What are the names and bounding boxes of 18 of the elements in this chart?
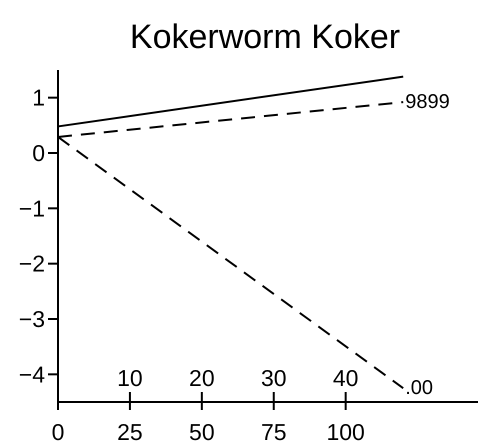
x2-tick-label: 40 <box>332 365 358 391</box>
x-tick-label: 0 <box>52 419 64 445</box>
y-tick-label: 0 <box>32 140 45 166</box>
x-tick-label: 25 <box>117 419 143 445</box>
y-tick-label: −3 <box>18 306 45 332</box>
y-tick-label: −4 <box>18 361 46 388</box>
x2-tick-label: 30 <box>260 365 287 391</box>
chart-title: Kokerworm Koker <box>130 18 400 56</box>
y-tick-label: −1 <box>18 195 45 222</box>
annotation: .00 <box>405 377 434 400</box>
y-tick-label: −2 <box>18 250 45 277</box>
x-tick-label: 50 <box>189 419 215 445</box>
x2-tick-label: 20 <box>189 365 215 391</box>
y-tick-label: 1 <box>32 84 45 111</box>
x-tick-label: 100 <box>326 419 365 445</box>
x-tick-label: 75 <box>260 419 287 445</box>
x2-tick-label: 10 <box>117 365 143 391</box>
annotation: 9899 <box>405 91 450 114</box>
